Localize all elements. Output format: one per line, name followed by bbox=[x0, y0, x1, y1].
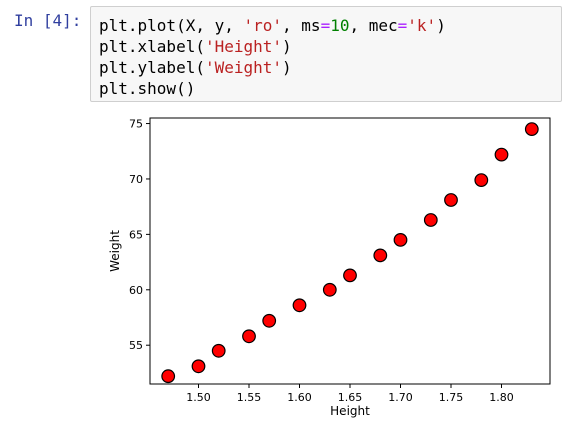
data-point bbox=[373, 248, 388, 263]
y-tick-label: 75 bbox=[129, 118, 143, 131]
data-point bbox=[474, 173, 489, 187]
y-axis-ticks: 55 60 65 70 75 bbox=[129, 118, 150, 352]
code-line-2: plt.xlabel('Height') bbox=[99, 37, 292, 56]
data-point bbox=[242, 329, 256, 344]
scatter-chart: 1.50 1.55 1.60 1.65 1.70 1.75 1.80 5560657075 … bbox=[108, 117, 551, 418]
x-tick-label: 1.80 bbox=[489, 391, 514, 404]
code-line-1: plt.plot(X, y, 'ro', ms=10, mec='k') bbox=[99, 16, 446, 35]
data-point bbox=[343, 268, 357, 283]
code-line-3: plt.ylabel('Weight') bbox=[99, 58, 292, 77]
cell-output: 1.50 1.55 1.60 1.65 1.70 1.75 1.80 55 60 65 70 75 … bbox=[0, 110, 567, 425]
x-tick-label: 1.60 bbox=[287, 391, 312, 404]
x-tick-label: 1.75 bbox=[439, 391, 464, 404]
data-point bbox=[292, 298, 307, 313]
y-tick-label: 65 bbox=[129, 228, 143, 241]
code-cell-input[interactable]: plt.plot(X, y, 'ro', ms=10, mec='k') plt… bbox=[90, 6, 562, 102]
data-point bbox=[494, 147, 509, 162]
data-point bbox=[262, 313, 277, 328]
y-tick-label: 55 bbox=[129, 339, 143, 352]
x-tick-label: 1.50 bbox=[186, 391, 211, 404]
data-point bbox=[524, 122, 539, 137]
data-points bbox=[161, 122, 539, 384]
cell-prompt: In [4]: bbox=[14, 11, 82, 30]
data-point bbox=[211, 343, 226, 358]
data-point bbox=[393, 232, 408, 247]
code-line-4: plt.show() bbox=[99, 79, 196, 98]
x-tick-label: 1.55 bbox=[237, 391, 262, 404]
x-axis-label: Height bbox=[330, 404, 370, 418]
code-editor[interactable]: plt.plot(X, y, 'ro', ms=10, mec='k') plt… bbox=[91, 7, 561, 99]
y-tick-label: 60 bbox=[129, 284, 143, 297]
data-point bbox=[444, 193, 458, 207]
x-axis-ticks: 1.50 1.55 1.60 1.65 1.70 1.75 1.80 bbox=[186, 384, 514, 404]
y-tick-label: 70 bbox=[129, 173, 143, 186]
data-point bbox=[322, 282, 337, 297]
data-point bbox=[423, 213, 438, 227]
y-axis-label: Weight bbox=[108, 230, 122, 272]
data-point bbox=[191, 359, 206, 374]
x-tick-label: 1.70 bbox=[388, 391, 413, 404]
axes-frame bbox=[149, 117, 551, 385]
plot-area bbox=[150, 118, 550, 384]
data-point bbox=[161, 369, 176, 384]
x-tick-label: 1.65 bbox=[338, 391, 363, 404]
